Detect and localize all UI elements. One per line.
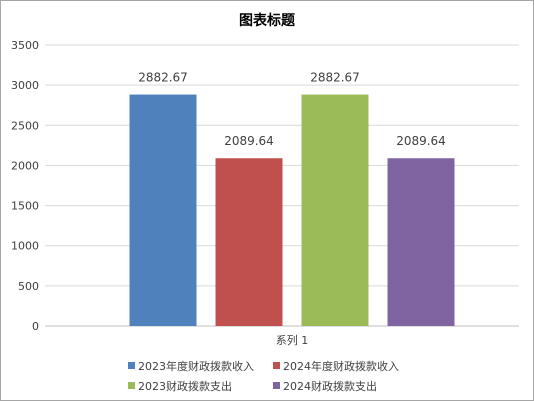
legend-item: 2024财政拨款支出 — [273, 377, 377, 397]
data-label: 2089.64 — [224, 134, 274, 148]
y-tick-label: 3500 — [11, 39, 39, 52]
y-tick-label: 2000 — [11, 159, 39, 172]
legend-swatch — [273, 362, 280, 369]
data-label: 2882.67 — [138, 71, 188, 85]
bar — [387, 158, 455, 326]
legend-item: 2023财政拨款支出 — [128, 377, 232, 397]
legend-swatch — [128, 382, 135, 389]
legend-label: 2023年度财政拨款收入 — [138, 360, 254, 373]
y-tick-label: 1500 — [11, 200, 39, 213]
legend-label: 2024财政拨款支出 — [283, 380, 377, 393]
y-tick-label: 3000 — [11, 79, 39, 92]
legend-label: 2023财政拨款支出 — [138, 380, 232, 393]
y-tick-label: 500 — [18, 280, 39, 293]
bar — [301, 94, 369, 327]
data-label: 2089.64 — [396, 134, 446, 148]
y-tick-label: 1000 — [11, 240, 39, 253]
legend-swatch — [128, 362, 135, 369]
x-tick-label: 系列 1 — [276, 333, 309, 347]
legend-swatch — [273, 382, 280, 389]
bar — [215, 158, 283, 326]
legend-item: 2023年度财政拨款收入 — [128, 357, 254, 377]
y-tick-label: 0 — [32, 320, 39, 333]
y-tick-label: 2500 — [11, 119, 39, 132]
bar — [129, 94, 197, 327]
chart-title: 图表标题 — [239, 13, 295, 29]
data-label: 2882.67 — [310, 71, 360, 85]
legend-label: 2024年度财政拨款收入 — [283, 360, 399, 373]
legend-item: 2024年度财政拨款收入 — [273, 357, 399, 377]
